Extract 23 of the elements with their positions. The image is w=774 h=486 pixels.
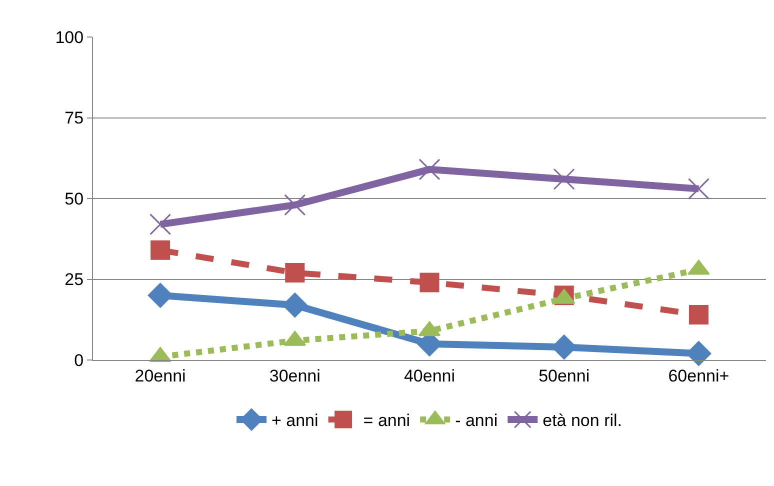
legend-label: + anni: [272, 411, 318, 430]
point: [553, 168, 575, 190]
x-tick-label: 20enni: [134, 366, 186, 386]
x-tick-label: 50enni: [538, 366, 590, 386]
point: [688, 178, 710, 200]
point: [285, 263, 305, 283]
y-tick-label: 50: [64, 189, 84, 208]
legend-label: = anni: [363, 411, 410, 430]
legend-label: età non ril.: [542, 411, 622, 430]
point: [688, 305, 708, 325]
point: [418, 158, 440, 180]
x-tick-label: 60enni+: [668, 366, 730, 386]
y-tick-label: 25: [64, 270, 84, 290]
y-tick-label: 0: [74, 350, 84, 370]
y-tick-label: 100: [55, 28, 84, 47]
x-tick-label: 40enni: [404, 366, 456, 386]
point: [150, 214, 172, 236]
point: [420, 272, 440, 292]
x-tick-label: 30enni: [269, 366, 320, 386]
y-tick-label: 75: [64, 108, 84, 128]
legend-label: - anni: [455, 411, 498, 430]
point: [284, 194, 306, 216]
point: [150, 240, 170, 260]
